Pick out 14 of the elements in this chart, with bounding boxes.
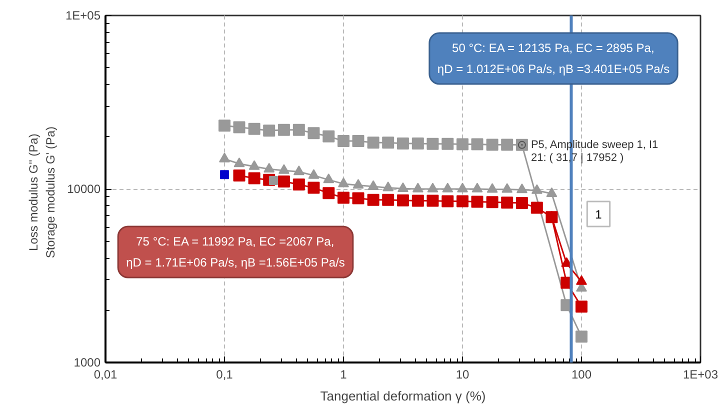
x-tick-label: 0,01 bbox=[94, 368, 118, 382]
annotation: 1 bbox=[595, 208, 602, 222]
x-tick-label: 1 bbox=[340, 368, 348, 382]
annotation: 50 °C: EA = 12135 Pa, EC = 2895 Pa, ηD = 1.012E+06 Pa/s, ηB =3.401E+05 Pa/s bbox=[437, 41, 670, 76]
y-tick-label: 1000 bbox=[74, 356, 101, 370]
x-tick-label: 1E+03 bbox=[682, 368, 718, 382]
x-axis-title: Tangential deformation γ (%) bbox=[320, 388, 486, 404]
y-tick-label: 10000 bbox=[67, 182, 101, 196]
x-tick-label: 100 bbox=[571, 368, 592, 382]
y-axis-title: Loss modulus G'' (Pa) Storage modulus G' (Pa) bbox=[26, 126, 58, 258]
x-tick-label: 10 bbox=[456, 368, 470, 382]
annotation: 75 °C: EA = 11992 Pa, EC =2067 Pa, ηD = 1.71E+06 Pa/s, ηB =1.56E+05 Pa/s bbox=[126, 234, 345, 270]
x-tick-label: 0,1 bbox=[216, 368, 234, 382]
y-tick-label: 1E+05 bbox=[65, 8, 101, 22]
